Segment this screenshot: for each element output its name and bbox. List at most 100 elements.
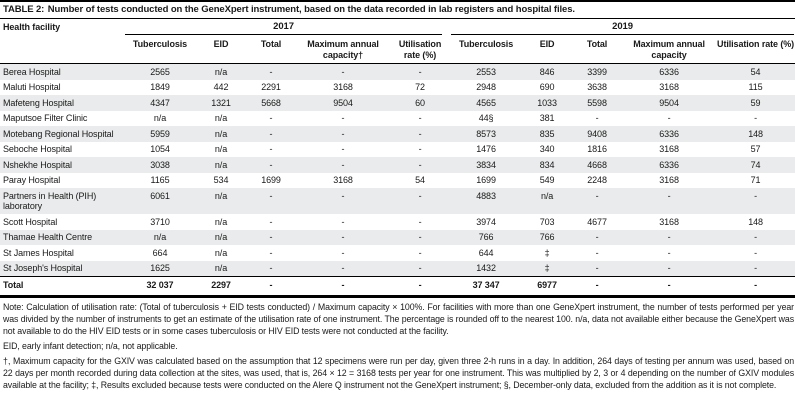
- value-cell: 644: [478, 247, 494, 258]
- value-cell: 6336: [659, 128, 679, 139]
- value-cell: -: [341, 128, 345, 139]
- value-cell: 6061: [150, 190, 170, 201]
- year-header-row: Health facility 2017 2019: [0, 19, 795, 64]
- value-cell: 1165: [150, 175, 170, 185]
- value-cell: 3974: [476, 216, 496, 227]
- value-cell: -: [595, 232, 599, 242]
- facility-cell: Mafeteng Hospital: [3, 97, 74, 108]
- value-cell: 2948: [476, 82, 496, 92]
- value-cell: -: [341, 66, 345, 77]
- value-cell: 59: [750, 97, 761, 108]
- value-cell: 442: [213, 82, 229, 92]
- value-cell: 1033: [537, 97, 557, 108]
- value-cell: 3038: [150, 159, 170, 170]
- value-cell: n/a: [214, 216, 228, 227]
- value-cell: 664: [152, 247, 168, 258]
- value-cell: 74: [750, 159, 761, 170]
- value-cell: -: [667, 113, 671, 123]
- paper-table-figure: TABLE 2: Number of tests conducted on th…: [0, 0, 795, 391]
- value-cell: -: [341, 190, 345, 201]
- table-row: Nshekhe Hospital 3038 n/a - - - 3834 834 4668 633…: [0, 157, 795, 173]
- value-cell: -: [269, 159, 273, 170]
- facility-cell: Thamae Health Centre: [3, 232, 93, 242]
- value-cell: -: [418, 144, 422, 154]
- total-capacity-2017: -: [296, 276, 390, 298]
- value-cell: 1054: [150, 144, 170, 154]
- value-cell: -: [418, 263, 422, 273]
- value-cell: -: [667, 263, 671, 273]
- value-cell: 835: [539, 128, 555, 139]
- value-cell: -: [269, 263, 273, 273]
- value-cell: 1699: [261, 175, 281, 185]
- value-cell: -: [667, 247, 671, 258]
- total-eid-2019: 6977: [522, 276, 573, 298]
- table-row: Paray Hospital 1165 534 1699 3168 54 1699 549 22…: [0, 173, 795, 189]
- note-symbols: †, Maximum capacity for the GXIV was cal…: [3, 355, 794, 391]
- facility-cell: Motebang Regional Hospital: [3, 128, 114, 139]
- value-cell: 1432: [476, 263, 496, 273]
- facility-cell: St James Hospital: [3, 247, 74, 258]
- value-cell: -: [269, 216, 273, 227]
- header-total-2017: Total: [246, 36, 296, 64]
- facility-cell: Scott Hospital: [3, 216, 58, 227]
- value-cell: 2291: [261, 82, 281, 92]
- value-cell: ‡: [544, 247, 550, 258]
- value-cell: 1849: [150, 82, 170, 92]
- value-cell: n/a: [214, 190, 228, 201]
- value-cell: -: [754, 247, 757, 258]
- header-eid-2017: EID: [196, 36, 246, 64]
- facility-cell: Nshekhe Hospital: [3, 159, 72, 170]
- total-utilisation-2017: -: [390, 276, 451, 298]
- value-cell: -: [595, 190, 599, 201]
- value-cell: 3399: [587, 66, 607, 77]
- value-cell: 703: [539, 216, 555, 227]
- value-cell: 71: [750, 175, 761, 185]
- value-cell: 766: [478, 232, 494, 242]
- sub-header-row: Tuberculosis EID Total Maximum annual ca…: [0, 36, 795, 64]
- total-label: Total: [0, 276, 124, 298]
- facility-cell: Berea Hospital: [3, 66, 61, 77]
- value-cell: 6336: [659, 159, 679, 170]
- value-cell: -: [595, 247, 599, 258]
- value-cell: 54: [750, 66, 761, 77]
- value-cell: -: [418, 232, 422, 242]
- facility-cell: Maluti Hospital: [3, 82, 61, 92]
- header-utilisation-2019: Utilisation rate (%): [716, 36, 795, 64]
- value-cell: -: [418, 190, 422, 201]
- value-cell: 4677: [587, 216, 607, 227]
- value-cell: 1625: [150, 263, 170, 273]
- value-cell: -: [341, 113, 345, 123]
- value-cell: 8573: [476, 128, 496, 139]
- value-cell: -: [754, 113, 757, 123]
- table-title: TABLE 2: Number of tests conducted on th…: [0, 0, 795, 19]
- value-cell: -: [269, 232, 273, 242]
- table-row: St James Hospital 664 n/a - - - 644 ‡ - - -: [0, 245, 795, 261]
- value-cell: 2248: [587, 175, 607, 185]
- value-cell: n/a: [214, 66, 228, 77]
- value-cell: -: [754, 190, 757, 201]
- year-2017-label: 2017: [125, 21, 443, 35]
- value-cell: -: [269, 113, 273, 123]
- value-cell: 115: [748, 82, 763, 92]
- value-cell: 9408: [587, 128, 607, 139]
- value-cell: 340: [539, 144, 555, 154]
- value-cell: n/a: [153, 232, 167, 242]
- value-cell: 3168: [333, 175, 353, 185]
- value-cell: -: [595, 263, 599, 273]
- data-table: Health facility 2017 2019 Tuberculosis E…: [0, 19, 795, 298]
- value-cell: -: [341, 144, 345, 154]
- value-cell: -: [269, 128, 273, 139]
- value-cell: -: [341, 263, 345, 273]
- value-cell: 72: [415, 82, 425, 92]
- value-cell: 60: [415, 97, 425, 108]
- year-header-2019: 2019: [450, 19, 795, 36]
- value-cell: 5959: [150, 128, 170, 139]
- facility-cell: Partners in Health (PIH) laboratory: [3, 190, 97, 212]
- table-row: Motebang Regional Hospital 5959 n/a - - - 8573…: [0, 126, 795, 142]
- header-tuberculosis-2019: Tuberculosis: [450, 36, 523, 64]
- value-cell: n/a: [153, 113, 167, 123]
- table-row: Seboche Hospital 1054 n/a - - - 1476 340 1816 316…: [0, 142, 795, 158]
- value-cell: 3168: [659, 82, 679, 92]
- value-cell: 3710: [150, 216, 170, 227]
- total-tb-2019: 37 347: [450, 276, 523, 298]
